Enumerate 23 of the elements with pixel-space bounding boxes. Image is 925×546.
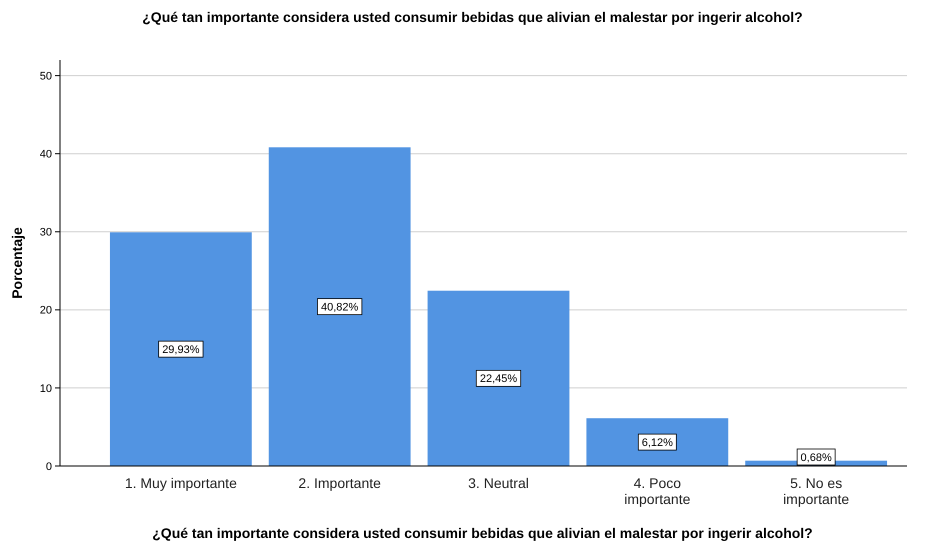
y-tick-label: 30 bbox=[40, 226, 52, 239]
data-label: 22,45% bbox=[480, 373, 518, 386]
x-axis-title: ¿Qué tan importante considera usted consumir bebidas que alivian el malestar por ingerir alcohol? bbox=[152, 525, 813, 541]
x-tick-label: 2. Importante bbox=[298, 475, 382, 491]
data-label: 40,82% bbox=[321, 301, 359, 314]
x-tick-label: 5. No es importante bbox=[783, 475, 850, 507]
data-label: 6,12% bbox=[642, 436, 674, 449]
bar bbox=[428, 290, 570, 466]
x-tick-label: 3. Neutral bbox=[468, 475, 529, 491]
x-tick-label: 1. Muy importante bbox=[124, 475, 238, 491]
y-tick-label: 0 bbox=[46, 460, 52, 473]
y-tick-label: 40 bbox=[40, 148, 52, 161]
bar bbox=[110, 232, 252, 466]
data-label: 0,68% bbox=[800, 452, 832, 464]
y-tick-label: 50 bbox=[40, 70, 52, 82]
y-axis-title: Porcentaje bbox=[9, 226, 25, 299]
bar bbox=[586, 418, 728, 466]
bar bbox=[268, 147, 411, 466]
y-tick-label: 20 bbox=[40, 304, 52, 317]
x-tick-label: 4. Poco importante bbox=[624, 475, 691, 507]
data-label: 29,93% bbox=[162, 344, 200, 356]
chart-title: ¿Qué tan importante considera usted consumir bebidas que alivian el malestar por ingerir alcohol? bbox=[142, 9, 803, 25]
y-tick-label: 10 bbox=[40, 382, 52, 395]
